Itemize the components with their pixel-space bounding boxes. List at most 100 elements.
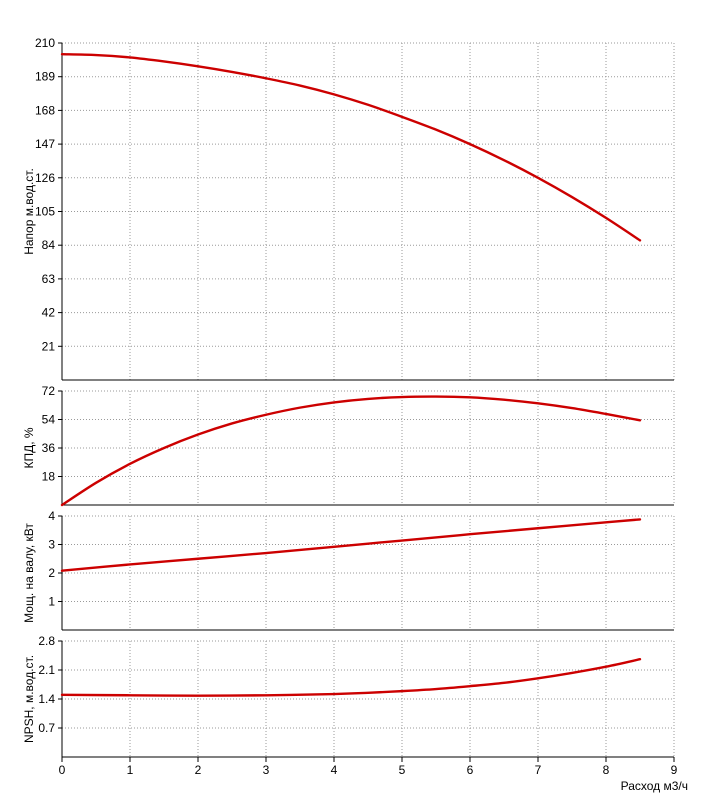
x-tick-label: 9 xyxy=(671,763,678,777)
data-point-efficiency xyxy=(61,504,63,506)
y-tick-label: 126 xyxy=(35,171,55,185)
data-point-efficiency xyxy=(265,414,267,416)
data-point-efficiency xyxy=(163,447,165,449)
y-tick-label: 42 xyxy=(42,306,56,320)
y-tick-label: 210 xyxy=(35,36,55,50)
x-tick-label: 7 xyxy=(535,763,542,777)
data-point-efficiency xyxy=(469,396,471,398)
data-point-power xyxy=(197,558,199,560)
data-point-head xyxy=(231,71,233,73)
series-line-power xyxy=(60,518,642,572)
y-tick-label: 105 xyxy=(35,205,55,219)
data-point-npsh xyxy=(401,690,403,692)
data-point-head xyxy=(605,217,607,219)
chart-panel-head: 21 42 63 84 105 126 147 168 189 210 Напор м.вод.ст… xyxy=(22,36,675,381)
y-tick-label: 1 xyxy=(48,595,55,609)
data-point-efficiency xyxy=(435,395,437,397)
y-tick-label: 2.8 xyxy=(38,634,55,648)
data-point-efficiency xyxy=(537,402,539,404)
data-point-head xyxy=(299,84,301,86)
data-point-power xyxy=(333,546,335,548)
y-tick-label: 147 xyxy=(35,137,55,151)
data-point-head xyxy=(401,116,403,118)
data-point-npsh xyxy=(503,682,505,684)
data-point-power xyxy=(469,533,471,535)
data-point-efficiency xyxy=(231,422,233,424)
data-point-head xyxy=(639,239,641,241)
data-point-head xyxy=(95,54,97,56)
data-point-power xyxy=(129,563,131,565)
data-point-npsh xyxy=(537,677,539,679)
data-point-power xyxy=(265,552,267,554)
data-point-power xyxy=(537,527,539,529)
data-point-head xyxy=(333,93,335,95)
data-point-head xyxy=(571,196,573,198)
x-tick-label: 1 xyxy=(127,763,134,777)
series-line-npsh xyxy=(60,658,642,697)
data-point-npsh xyxy=(605,665,607,667)
y-tick-label: 2 xyxy=(48,566,55,580)
data-point-npsh xyxy=(265,694,267,696)
x-tick-label: 5 xyxy=(399,763,406,777)
y-tick-label: 72 xyxy=(42,384,56,398)
data-point-head xyxy=(367,104,369,106)
y-axis-label-efficiency: КПД, % xyxy=(22,427,36,468)
data-point-power xyxy=(605,521,607,523)
y-tick-label: 4 xyxy=(48,509,55,523)
series-line-head xyxy=(60,53,642,242)
y-axis-label-power: Мощ. на валу, кВт xyxy=(22,523,36,623)
data-point-power xyxy=(401,539,403,541)
data-point-npsh xyxy=(129,694,131,696)
data-point-efficiency xyxy=(299,406,301,408)
data-point-efficiency xyxy=(639,419,641,421)
data-point-head xyxy=(469,143,471,145)
x-tick-label: 4 xyxy=(331,763,338,777)
data-point-head xyxy=(61,53,63,55)
data-point-npsh xyxy=(435,688,437,690)
x-tick-label: 2 xyxy=(195,763,202,777)
y-tick-label: 0.7 xyxy=(38,721,55,735)
x-axis-label: Расход м3/ч xyxy=(621,779,688,793)
y-tick-label: 54 xyxy=(42,413,56,427)
y-tick-label: 1.4 xyxy=(38,692,55,706)
y-axis-label-npsh: NPSH, м.вод.ст. xyxy=(22,655,36,743)
x-tick-label: 0 xyxy=(59,763,66,777)
chart-panel-power: 1 2 3 4 Мощ. на валу, кВт xyxy=(22,509,675,631)
data-point-power xyxy=(639,518,641,520)
data-point-efficiency xyxy=(333,401,335,403)
x-tick-label: 8 xyxy=(603,763,610,777)
y-tick-label: 21 xyxy=(42,339,56,353)
y-tick-label: 84 xyxy=(42,238,56,252)
y-tick-label: 3 xyxy=(48,538,55,552)
data-point-head xyxy=(129,56,131,58)
data-point-npsh xyxy=(571,672,573,674)
y-tick-label: 18 xyxy=(42,470,56,484)
data-point-efficiency xyxy=(367,398,369,400)
y-tick-label: 63 xyxy=(42,272,56,286)
data-point-efficiency xyxy=(197,433,199,435)
data-point-npsh xyxy=(197,694,199,696)
data-point-npsh xyxy=(61,694,63,696)
data-point-npsh xyxy=(469,685,471,687)
data-point-head xyxy=(197,65,199,67)
y-tick-label: 189 xyxy=(35,70,55,84)
data-point-efficiency xyxy=(571,407,573,409)
y-tick-label: 168 xyxy=(35,103,55,117)
data-point-head xyxy=(163,60,165,62)
data-point-efficiency xyxy=(605,413,607,415)
x-tick-label: 6 xyxy=(467,763,474,777)
y-tick-label: 2.1 xyxy=(38,663,55,677)
data-point-efficiency xyxy=(503,399,505,401)
data-point-npsh xyxy=(333,693,335,695)
data-point-efficiency xyxy=(95,482,97,484)
data-point-efficiency xyxy=(129,463,131,465)
y-axis-label-head: Напор м.вод.ст. xyxy=(22,168,36,255)
y-tick-label: 36 xyxy=(42,441,56,455)
series-line-efficiency xyxy=(60,395,642,507)
chart-panel-efficiency: 18 36 54 72 КПД, % xyxy=(22,384,675,507)
data-point-npsh xyxy=(367,692,369,694)
data-point-power xyxy=(61,570,63,572)
x-tick-label: 3 xyxy=(263,763,270,777)
